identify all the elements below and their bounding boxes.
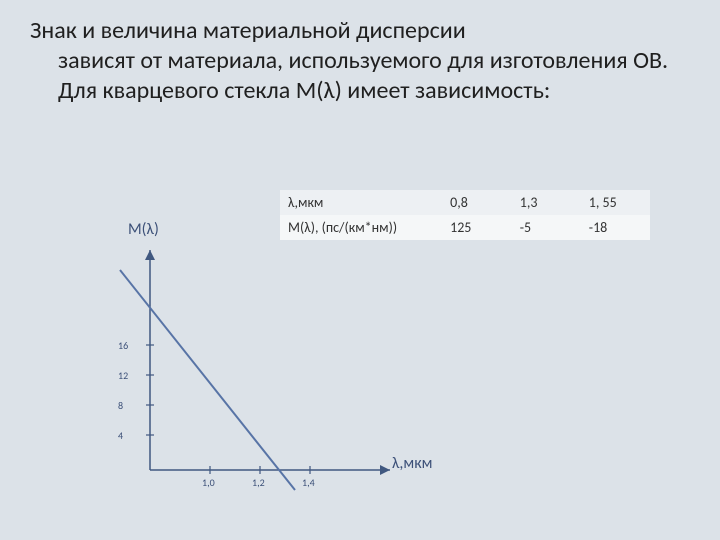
x-tick-label: 1,0 — [202, 476, 215, 489]
y-axis-label: М(λ) — [128, 220, 159, 239]
y-tick-label: 16 — [118, 339, 128, 352]
table-cell: 1,3 — [512, 190, 581, 215]
y-tick-label: 8 — [118, 399, 123, 412]
y-tick-label: 4 — [118, 429, 123, 442]
table-header-lambda: λ,мкм — [280, 190, 442, 215]
table-row: λ,мкм 0,8 1,3 1, 55 — [280, 190, 650, 215]
x-tick-label: 1,4 — [302, 476, 315, 489]
body-text-rest: зависят от материала, используемого для … — [30, 46, 690, 106]
slide: Знак и величина материальной дисперсии з… — [0, 0, 720, 540]
table-cell: -18 — [581, 215, 650, 240]
body-text: Знак и величина материальной дисперсии з… — [30, 16, 690, 106]
x-tick-label: 1,2 — [252, 476, 265, 489]
table-cell: 125 — [442, 215, 512, 240]
chart-svg — [100, 220, 420, 510]
x-axis-label: λ,мкм — [392, 454, 432, 473]
body-text-first-line: Знак и величина материальной дисперсии — [30, 16, 466, 45]
table-cell: 0,8 — [442, 190, 512, 215]
dispersion-chart: М(λ)λ,мкм4812161,01,21,4 — [100, 220, 420, 510]
y-tick-label: 12 — [118, 369, 128, 382]
table-cell: 1, 55 — [581, 190, 650, 215]
table-cell: -5 — [512, 215, 581, 240]
